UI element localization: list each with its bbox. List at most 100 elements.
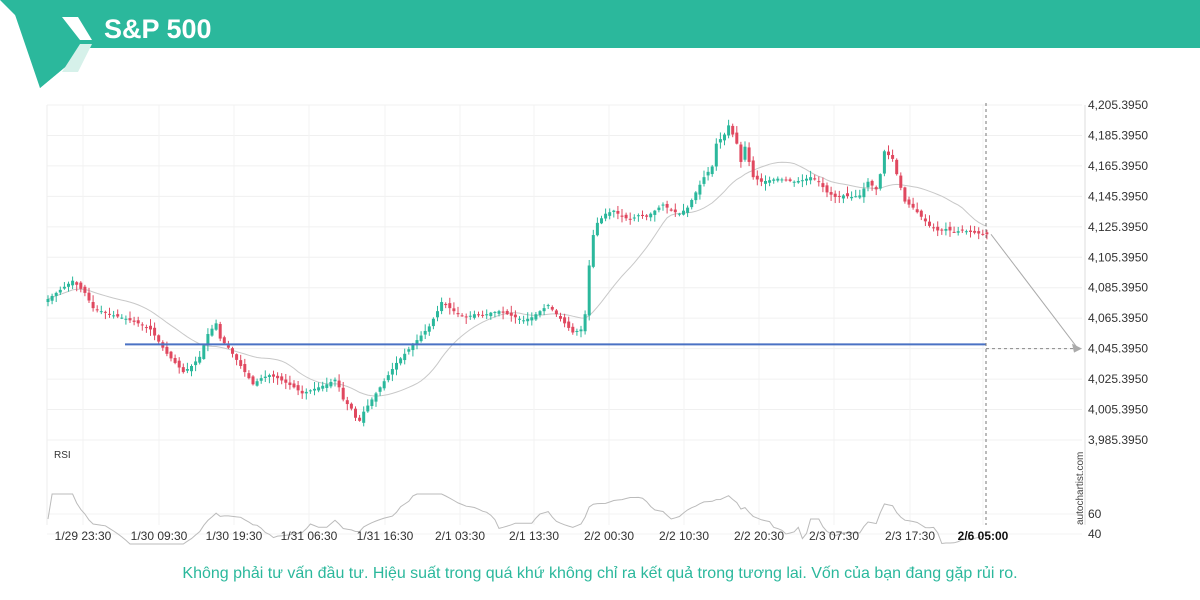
candle-body <box>936 226 940 231</box>
candle-body <box>194 361 198 366</box>
x-tick-label: 2/2 00:30 <box>584 529 634 543</box>
candle-body <box>235 354 239 360</box>
candle-body <box>411 344 415 351</box>
candle-body <box>649 213 653 218</box>
rsi-tick-label: 60 <box>1088 507 1102 521</box>
candle-body <box>280 376 284 381</box>
candle-body <box>468 315 472 317</box>
candle-body <box>243 364 247 373</box>
candle-body <box>727 125 731 136</box>
candle-body <box>231 348 234 354</box>
candle-body <box>185 369 189 371</box>
candle-body <box>116 314 120 317</box>
candle-body <box>751 160 755 178</box>
candle-body <box>772 179 776 181</box>
moving-average-line <box>47 161 988 397</box>
y-tick-label: 3,985.3950 <box>1088 433 1148 447</box>
candle-body <box>395 362 398 370</box>
candle-body <box>591 235 595 267</box>
candle-body <box>932 227 936 229</box>
candle-body <box>153 327 157 336</box>
candle-body <box>546 305 550 307</box>
x-tick-label: 2/1 13:30 <box>509 529 559 543</box>
candle-body <box>62 286 66 289</box>
y-tick-label: 4,185.3950 <box>1088 128 1148 142</box>
candle-body <box>841 195 845 199</box>
candle-body <box>58 289 62 293</box>
candle-body <box>226 345 230 348</box>
x-tick-label: 1/31 06:30 <box>281 529 338 543</box>
candle-body <box>308 390 312 392</box>
candle-body <box>46 298 50 303</box>
chart-grid <box>46 104 1086 525</box>
candle-body <box>423 330 427 335</box>
candle-body <box>768 180 772 183</box>
candle-body <box>95 309 99 311</box>
candle-body <box>198 356 202 363</box>
candle-body <box>300 390 304 394</box>
candle-body <box>518 318 521 320</box>
candle-body <box>764 180 767 184</box>
y-tick-label: 4,005.3950 <box>1088 403 1148 417</box>
candle-body <box>985 232 989 235</box>
x-tick-label: 2/6 05:00 <box>958 529 1009 543</box>
x-tick-label: 2/2 20:30 <box>734 529 784 543</box>
candle-body <box>190 365 193 372</box>
candle-body <box>513 314 517 318</box>
candle-body <box>485 314 489 316</box>
candle-body <box>608 212 612 216</box>
candle-body <box>259 378 263 381</box>
candle-body <box>149 325 152 330</box>
x-tick-label: 2/1 03:30 <box>435 529 485 543</box>
candle-body <box>431 318 435 327</box>
candle-body <box>612 210 616 212</box>
candle-body <box>809 177 813 181</box>
candle-body <box>112 315 116 317</box>
candle-body <box>165 346 169 354</box>
candle-body <box>735 132 739 144</box>
candle-body <box>452 308 456 312</box>
candle-body <box>386 375 390 381</box>
candle-body <box>444 303 448 306</box>
candle-body <box>272 374 275 377</box>
y-tick-label: 4,145.3950 <box>1088 189 1148 203</box>
candle-body <box>723 134 726 141</box>
candle-body <box>124 318 128 320</box>
candle-body <box>358 417 362 421</box>
candle-body <box>144 327 148 329</box>
candle-body <box>407 349 411 352</box>
moving-average <box>47 161 988 397</box>
candle-body <box>887 151 890 156</box>
candle-body <box>542 308 546 312</box>
candle-body <box>903 187 907 202</box>
candle-body <box>837 195 841 197</box>
candle-body <box>382 381 386 389</box>
candle-body <box>682 210 685 215</box>
x-tick-label: 1/31 16:30 <box>357 529 414 543</box>
candle-body <box>792 181 796 183</box>
candle-body <box>977 231 981 234</box>
candle-body <box>891 155 895 159</box>
candle-body <box>354 408 357 418</box>
candle-body <box>677 213 681 215</box>
candle-body <box>399 358 403 364</box>
candle-body <box>739 144 743 162</box>
candle-body <box>448 303 452 309</box>
candle-body <box>313 388 316 391</box>
candles <box>46 119 989 427</box>
candle-body <box>862 188 866 198</box>
candle-body <box>706 171 710 176</box>
candle-body <box>489 312 493 317</box>
candle-body <box>628 218 632 220</box>
candle-body <box>702 177 706 184</box>
candle-body <box>964 231 968 233</box>
candle-body <box>390 369 394 375</box>
candle-body <box>690 200 694 208</box>
candle-body <box>427 326 431 332</box>
candle-body <box>915 209 919 213</box>
candle-body <box>784 179 788 181</box>
candle-body <box>374 393 378 402</box>
x-tick-label: 1/30 09:30 <box>131 529 188 543</box>
